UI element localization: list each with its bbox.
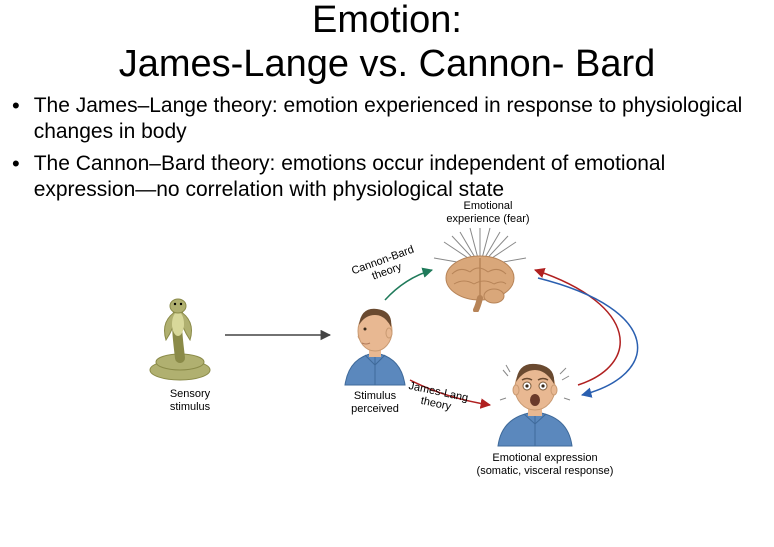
- slide-title: Emotion: James-Lange vs. Cannon- Bard: [0, 0, 774, 87]
- bullet-list: • The James–Lange theory: emotion experi…: [0, 87, 774, 203]
- edge-experience-to-expression: [538, 278, 638, 395]
- title-line-1: Emotion:: [0, 0, 774, 42]
- bullet-text: The Cannon–Bard theory: emotions occur i…: [34, 151, 762, 203]
- bullet-marker: •: [12, 93, 20, 119]
- bullet-item: • The Cannon–Bard theory: emotions occur…: [28, 151, 762, 203]
- theory-diagram: Sensory stimulus Stimulus perceived: [0, 200, 774, 547]
- title-line-2: James-Lange vs. Cannon- Bard: [0, 42, 774, 88]
- bullet-item: • The James–Lange theory: emotion experi…: [28, 93, 762, 145]
- bullet-marker: •: [12, 151, 20, 177]
- edge-expression-to-experience: [535, 270, 620, 385]
- bullet-text: The James–Lange theory: emotion experien…: [34, 93, 762, 145]
